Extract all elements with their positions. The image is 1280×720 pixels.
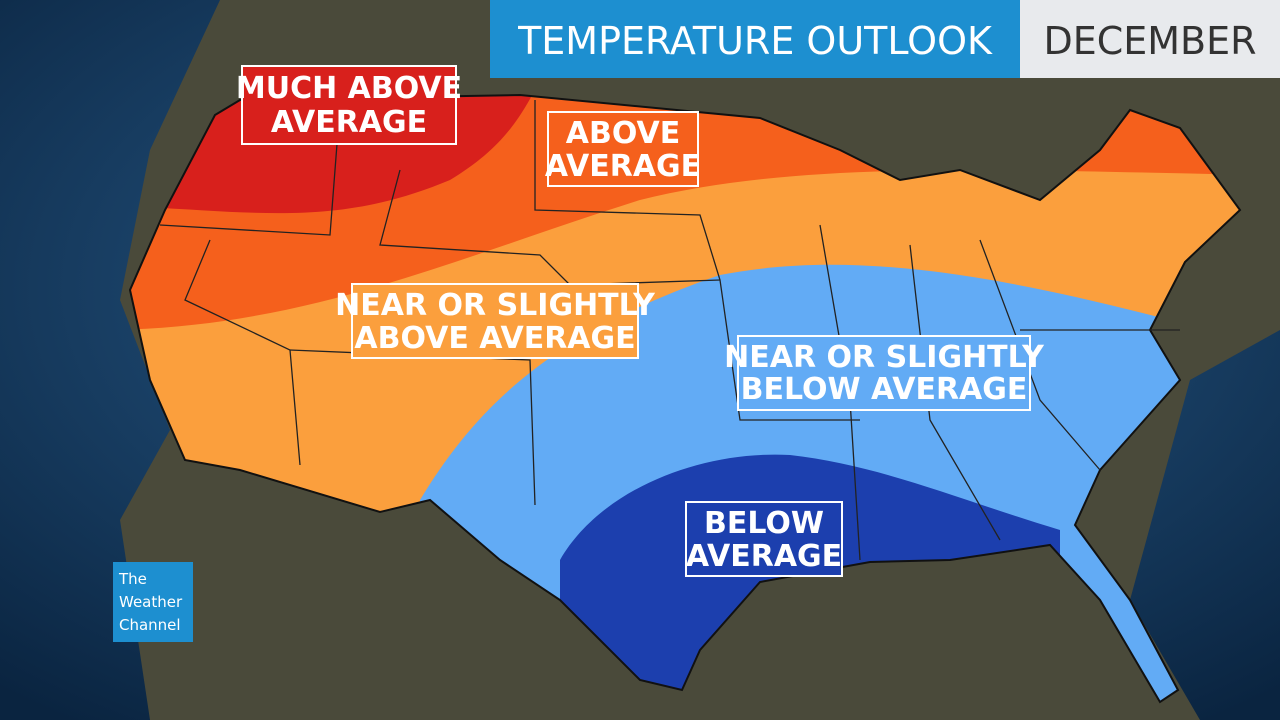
- region-label: BELOW: [704, 506, 824, 541]
- region-label: MUCH ABOVE: [236, 71, 462, 106]
- month: DECEMBER: [1043, 19, 1256, 63]
- label-box: [241, 65, 457, 145]
- title-bar: [490, 0, 1020, 78]
- region-label: AVERAGE: [271, 105, 427, 140]
- label-box: [351, 283, 639, 359]
- state-lines: [159, 100, 1180, 561]
- region-label: AVERAGE: [545, 149, 701, 184]
- label-box: [737, 335, 1031, 411]
- logo-text: Weather: [119, 593, 183, 611]
- region-label: ABOVE AVERAGE: [354, 321, 635, 356]
- month-bar: [1020, 0, 1280, 78]
- label-box: [685, 501, 843, 577]
- logo: The Weather Channel: [113, 562, 193, 642]
- logo-box: [113, 562, 193, 642]
- region-label: AVERAGE: [686, 539, 842, 574]
- region-labels: MUCH ABOVE AVERAGE ABOVE AVERAGE NEAR OR…: [236, 65, 1045, 577]
- logo-text: The: [118, 570, 147, 588]
- title: TEMPERATURE OUTLOOK: [517, 19, 993, 63]
- region-label: ABOVE: [566, 116, 681, 151]
- logo-text: Channel: [119, 616, 181, 634]
- label-box: [547, 111, 699, 187]
- region-label: NEAR OR SLIGHTLY: [724, 340, 1045, 375]
- region-label: NEAR OR SLIGHTLY: [335, 288, 656, 323]
- region-label: BELOW AVERAGE: [741, 372, 1028, 407]
